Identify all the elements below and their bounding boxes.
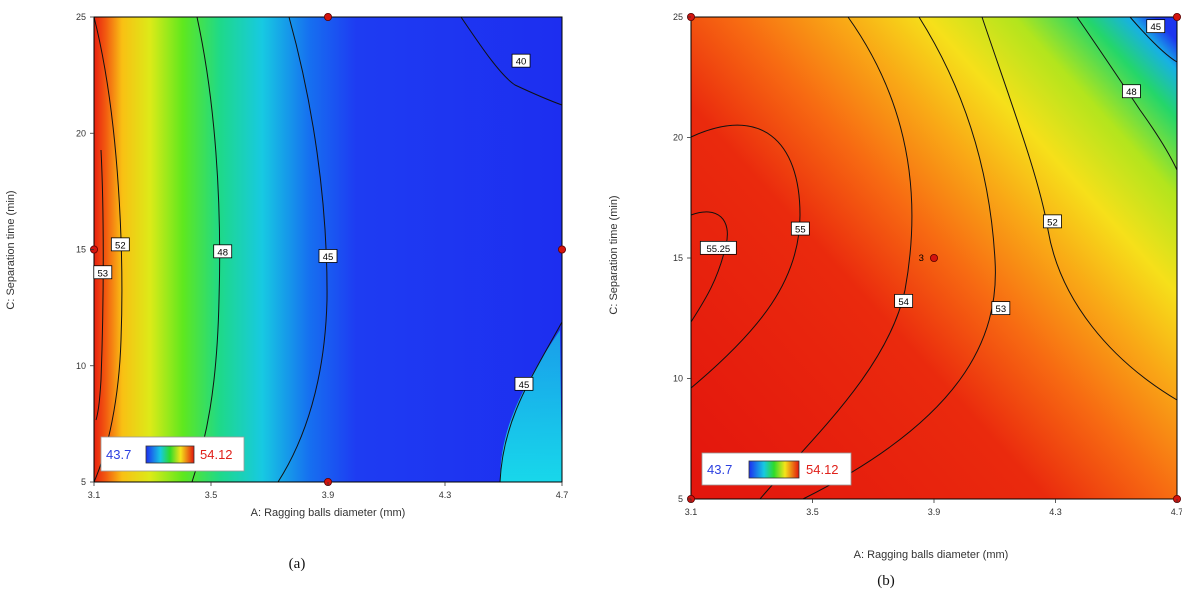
contour-label-box-a <box>110 237 130 252</box>
contour-label-b: 53 <box>996 304 1007 315</box>
y-tick-label-a: 5 <box>81 477 86 487</box>
x-tick-label-b: 3.9 <box>928 507 941 517</box>
contour-lines-b <box>690 16 1178 500</box>
contour-label-box-a <box>93 265 113 280</box>
design-point-b <box>930 253 939 262</box>
contour-label-b: 55 <box>795 225 806 236</box>
x-tick-label-a: 4.7 <box>556 490 569 500</box>
contour-label-box-b <box>894 293 914 308</box>
legend-colorbar-a <box>145 445 195 464</box>
contour-label-b: 45 <box>1150 22 1161 33</box>
contour-labels-b: 55.25 55 54 53 52 48 45 <box>699 19 1166 316</box>
x-tick-label-b: 3.1 <box>685 507 698 517</box>
caption-b: (b) <box>877 573 895 589</box>
contour-label-a: 45 <box>323 252 334 263</box>
contour-label-box-a <box>511 53 531 68</box>
contour-plot-b: 55.25 55 54 53 52 48 45 3 3.1 3.5 3.9 4.3 4.7 5 10 15… <box>608 12 1182 589</box>
x-tick-label-a: 4.3 <box>439 490 452 500</box>
contour-plot-a: 53 52 48 45 40 45 3.1 3.5 3.9 4.3 4.7 5 10 15 20 25 43… <box>5 12 568 572</box>
y-tick-label-b: 10 <box>673 374 683 384</box>
legend-min-b: 43.7 <box>707 462 732 477</box>
design-point-b <box>1173 12 1182 21</box>
contour-labels-a: 53 52 48 45 40 45 <box>93 53 534 391</box>
contour-label-b: 48 <box>1126 87 1137 98</box>
design-point-a <box>323 12 332 21</box>
y-tick-label-b: 5 <box>678 494 683 504</box>
contour-label-a: 45 <box>519 380 530 391</box>
y-tick-label-a: 20 <box>76 128 86 138</box>
contour-label-box-a <box>318 249 338 263</box>
y-axis-label-a: C: Separation time (min) <box>5 190 17 309</box>
contour-label-box-b <box>790 221 810 236</box>
x-tick-label-a: 3.5 <box>205 490 218 500</box>
legend-max-a: 54.12 <box>200 447 233 462</box>
axis-ticks-a: 3.1 3.5 3.9 4.3 4.7 5 10 15 20 25 <box>76 12 568 500</box>
y-tick-label-a: 10 <box>76 361 86 371</box>
x-axis-label-b: A: Ragging balls diameter (mm) <box>854 549 1009 561</box>
design-point-count-b: 3 <box>919 253 924 264</box>
contour-label-a: 48 <box>217 247 228 258</box>
legend-b: 43.7 54.12 <box>701 452 852 486</box>
x-axis-label-a: A: Ragging balls diameter (mm) <box>251 507 406 519</box>
contour-label-box-b <box>1146 19 1166 34</box>
contour-label-box-b <box>699 240 737 255</box>
caption-a: (a) <box>289 556 306 572</box>
contour-label-a: 52 <box>115 240 126 251</box>
design-point-a <box>558 245 567 254</box>
x-tick-label-b: 4.3 <box>1049 507 1062 517</box>
legend-max-b: 54.12 <box>806 462 839 477</box>
y-tick-label-a: 25 <box>76 12 86 22</box>
y-tick-label-b: 15 <box>673 253 683 263</box>
contour-label-box-b <box>991 301 1011 316</box>
contour-label-box-a <box>213 244 233 259</box>
contour-label-box-b <box>1122 84 1141 99</box>
contour-label-b: 55.25 <box>706 244 730 255</box>
contour-label-box-a <box>514 376 534 391</box>
y-tick-label-b: 20 <box>673 133 683 143</box>
contour-lines-a <box>93 16 563 483</box>
legend-min-a: 43.7 <box>106 447 131 462</box>
legend-a: 43.7 54.12 <box>100 436 245 472</box>
x-tick-label-a: 3.9 <box>322 490 335 500</box>
y-tick-label-a: 15 <box>76 245 86 255</box>
axis-ticks-b: 3.1 3.5 3.9 4.3 4.7 5 10 15 20 25 <box>673 12 1182 517</box>
x-tick-label-a: 3.1 <box>88 490 101 500</box>
y-axis-label-b: C: Separation time (min) <box>608 195 620 314</box>
contour-label-a: 40 <box>516 57 527 68</box>
contour-label-b: 54 <box>898 297 909 308</box>
contour-label-b: 52 <box>1047 217 1058 228</box>
x-tick-label-b: 3.5 <box>806 507 819 517</box>
contour-label-a: 53 <box>97 268 108 279</box>
y-tick-label-b: 25 <box>673 12 683 22</box>
x-tick-label-b: 4.7 <box>1171 507 1182 517</box>
contour-label-box-b <box>1043 214 1062 229</box>
legend-colorbar-b <box>748 460 800 479</box>
